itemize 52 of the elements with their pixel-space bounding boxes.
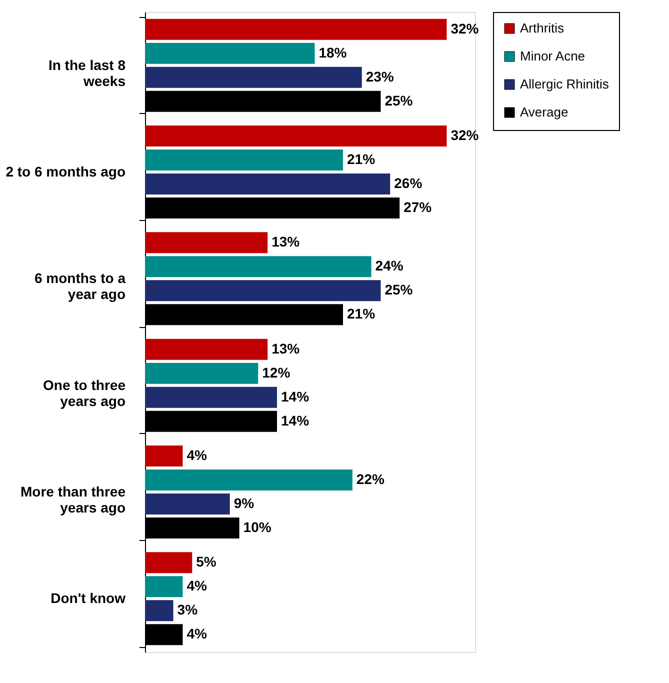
y-tick-label: One to three years ago [43, 376, 126, 409]
bar [145, 232, 268, 254]
legend-label: Arthritis [520, 20, 565, 36]
bar [145, 174, 390, 194]
bar [145, 150, 343, 170]
data-label: 22% [356, 471, 385, 487]
legend-label: Minor Acne [520, 48, 586, 64]
data-label: 27% [404, 199, 432, 215]
bar [145, 446, 183, 466]
data-label: 25% [384, 92, 414, 108]
data-label: 10% [243, 519, 272, 535]
data-label: 3% [177, 602, 198, 618]
data-label: 13% [272, 234, 300, 250]
bar [145, 280, 381, 302]
bar [145, 126, 447, 146]
bar [145, 576, 183, 598]
bar [145, 600, 174, 622]
bar [145, 66, 362, 88]
bar [145, 338, 268, 360]
y-tick-label: In the last 8 weeks [48, 56, 126, 89]
data-label: 13% [272, 340, 300, 356]
data-label: 18% [318, 44, 348, 60]
y-tick-label: More than three years ago [20, 484, 126, 516]
data-label: 4% [186, 626, 208, 642]
data-label: 14% [281, 388, 310, 404]
bar [145, 256, 372, 278]
data-label: 24% [375, 258, 404, 274]
bar [145, 362, 258, 384]
data-label: 21% [347, 306, 376, 322]
bar [145, 18, 447, 40]
bar [145, 552, 192, 574]
data-label: 26% [394, 175, 423, 191]
data-label: 4% [186, 578, 208, 594]
data-label: 12% [262, 364, 291, 380]
y-tick-label: 2 to 6 months ago [6, 164, 126, 180]
data-label: 21% [347, 151, 376, 167]
bar [145, 386, 277, 408]
bar [145, 494, 230, 514]
data-label: 23% [366, 68, 394, 84]
data-label: 32% [450, 20, 480, 36]
data-label: 32% [450, 127, 480, 143]
data-label: 14% [281, 412, 310, 428]
y-tick-label: Don't know [50, 590, 126, 606]
bar [145, 42, 315, 64]
bar [145, 470, 352, 490]
y-tick-label: 6 months to a year ago [34, 270, 126, 302]
legend-label: Allergic Rhinitis [520, 76, 610, 92]
data-label: 9% [234, 495, 255, 511]
data-label: 4% [186, 447, 208, 463]
data-label: 25% [384, 282, 414, 298]
legend-label: Average [520, 104, 568, 120]
data-label: 5% [196, 554, 217, 570]
